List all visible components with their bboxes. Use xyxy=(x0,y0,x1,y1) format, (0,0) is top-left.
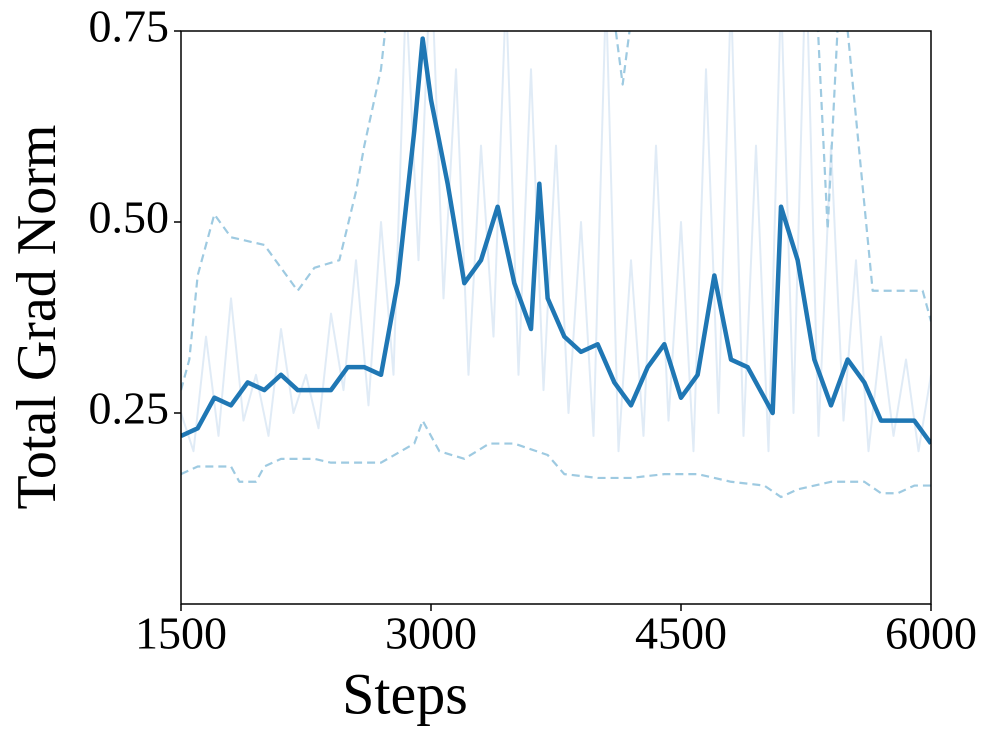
series-line xyxy=(181,31,931,391)
x-tick-label: 4500 xyxy=(635,608,727,659)
x-tick-label: 6000 xyxy=(885,608,977,659)
x-axis-label: Steps xyxy=(342,661,468,726)
series-line xyxy=(181,419,931,499)
y-tick-label: 0.75 xyxy=(89,1,170,52)
x-tick-label: 3000 xyxy=(385,608,477,659)
plot-area xyxy=(181,31,931,499)
series-line xyxy=(181,31,931,453)
x-tick-label: 1500 xyxy=(135,608,227,659)
plot-frame xyxy=(180,30,932,605)
y-axis-label: Total Grad Norm xyxy=(6,125,68,510)
series-line xyxy=(181,36,931,445)
y-tick-label: 0.50 xyxy=(89,192,170,243)
y-tick-label: 0.25 xyxy=(89,383,170,434)
